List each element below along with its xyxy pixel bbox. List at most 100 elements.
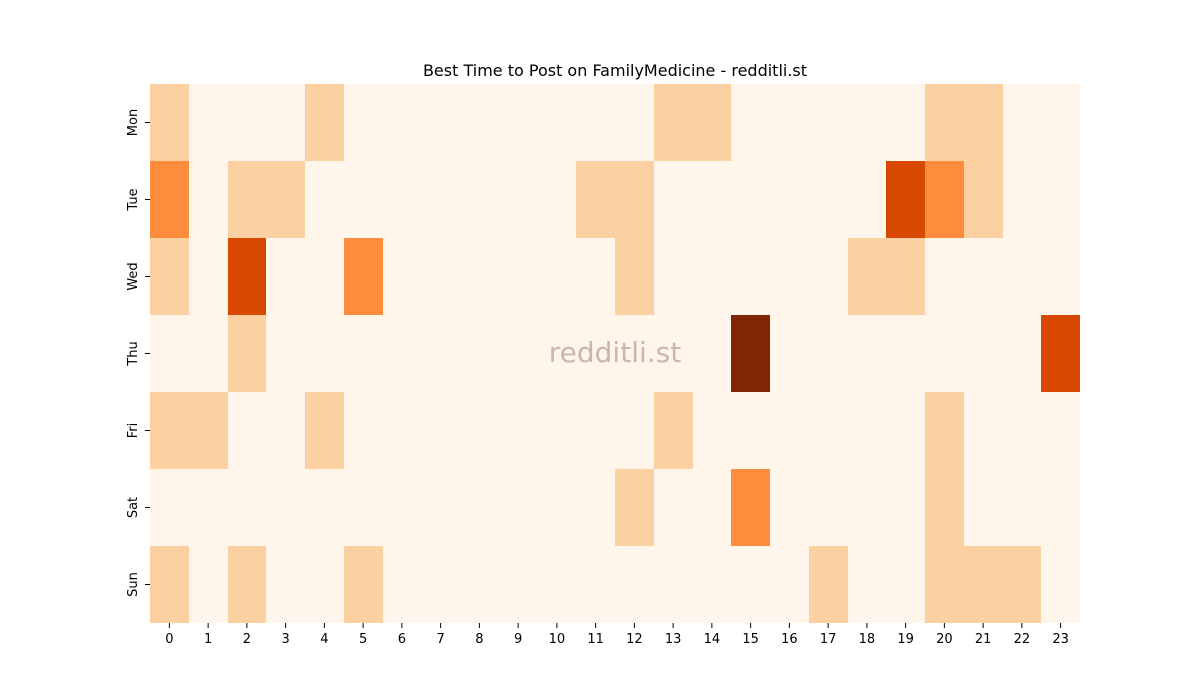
heatmap-cell-tue-17 <box>809 161 848 238</box>
x-tick-label-22: 22 <box>1014 632 1031 647</box>
heatmap-cell-wed-1 <box>189 238 228 315</box>
heatmap-cell-tue-9 <box>499 161 538 238</box>
heatmap-cell-tue-11 <box>576 161 615 238</box>
heatmap-cell-wed-16 <box>770 238 809 315</box>
watermark: redditli.st <box>549 336 681 369</box>
heatmap-cell-tue-5 <box>344 161 383 238</box>
x-tick-label-10: 10 <box>549 632 566 647</box>
heatmap-cell-thu-5 <box>344 315 383 392</box>
heatmap-cell-sat-16 <box>770 469 809 546</box>
heatmap-cell-sun-1 <box>189 546 228 623</box>
heatmap-cell-fri-9 <box>499 392 538 469</box>
heatmap-cell-sat-21 <box>964 469 1003 546</box>
heatmap-cell-thu-4 <box>305 315 344 392</box>
heatmap-cell-wed-12 <box>615 238 654 315</box>
x-tick-label-7: 7 <box>436 632 444 647</box>
heatmap-cell-tue-19 <box>886 161 925 238</box>
heatmap-cell-mon-13 <box>654 84 693 161</box>
heatmap-cell-sat-5 <box>344 469 383 546</box>
heatmap-cell-wed-22 <box>1003 238 1041 315</box>
heatmap-cell-tue-16 <box>770 161 809 238</box>
heatmap-cell-thu-23 <box>1041 315 1080 392</box>
x-tick-label-5: 5 <box>359 632 367 647</box>
heatmap-cell-mon-19 <box>886 84 925 161</box>
x-tick-label-23: 23 <box>1052 632 1069 647</box>
heatmap-cell-tue-2 <box>228 161 266 238</box>
heatmap-cell-mon-7 <box>421 84 460 161</box>
heatmap-cell-thu-20 <box>925 315 964 392</box>
heatmap-cell-sat-1 <box>189 469 228 546</box>
heatmap-cell-tue-23 <box>1041 161 1080 238</box>
heatmap-cell-sun-9 <box>499 546 538 623</box>
x-tick-label-12: 12 <box>626 632 643 647</box>
heatmap-cell-fri-22 <box>1003 392 1041 469</box>
x-tick-label-15: 15 <box>742 632 759 647</box>
heatmap-cell-tue-15 <box>731 161 770 238</box>
heatmap-cell-tue-8 <box>460 161 499 238</box>
heatmap-cell-fri-16 <box>770 392 809 469</box>
heatmap-cell-tue-18 <box>848 161 886 238</box>
x-tick-label-19: 19 <box>897 632 914 647</box>
heatmap-cell-sun-22 <box>1003 546 1041 623</box>
x-tick-label-18: 18 <box>859 632 876 647</box>
heatmap-cell-sat-3 <box>266 469 305 546</box>
heatmap-cell-fri-0 <box>150 392 189 469</box>
x-tick-label-6: 6 <box>398 632 406 647</box>
heatmap-cell-mon-8 <box>460 84 499 161</box>
heatmap-cell-tue-10 <box>538 161 576 238</box>
y-axis: Mon Tue Wed Thu Fri Sat Sun <box>126 109 150 597</box>
heatmap-cell-fri-6 <box>383 392 421 469</box>
heatmap-cell-sun-15 <box>731 546 770 623</box>
heatmap-cell-sat-14 <box>693 469 731 546</box>
heatmap-cell-wed-7 <box>421 238 460 315</box>
heatmap-cell-sat-23 <box>1041 469 1080 546</box>
heatmap-cell-fri-18 <box>848 392 886 469</box>
x-tick-label-4: 4 <box>320 632 328 647</box>
heatmap-cell-fri-14 <box>693 392 731 469</box>
y-tick-label-sun: Sun <box>126 572 141 597</box>
heatmap-cell-thu-1 <box>189 315 228 392</box>
heatmap-cell-wed-17 <box>809 238 848 315</box>
heatmap-cell-sun-8 <box>460 546 499 623</box>
heatmap-cell-thu-2 <box>228 315 266 392</box>
x-tick-label-1: 1 <box>204 632 212 647</box>
heatmap-cell-sun-11 <box>576 546 615 623</box>
heatmap-cell-fri-5 <box>344 392 383 469</box>
heatmap-cell-mon-16 <box>770 84 809 161</box>
x-tick-label-11: 11 <box>587 632 604 647</box>
heatmap-cell-thu-7 <box>421 315 460 392</box>
heatmap-cell-sun-19 <box>886 546 925 623</box>
heatmap-cell-tue-20 <box>925 161 964 238</box>
heatmap-cell-sun-6 <box>383 546 421 623</box>
heatmap-cell-mon-20 <box>925 84 964 161</box>
heatmap-cell-thu-22 <box>1003 315 1041 392</box>
x-tick-label-8: 8 <box>475 632 483 647</box>
heatmap-cell-sun-13 <box>654 546 693 623</box>
heatmap-cell-fri-7 <box>421 392 460 469</box>
heatmap-cell-fri-4 <box>305 392 344 469</box>
heatmap-cell-wed-13 <box>654 238 693 315</box>
heatmap-cell-sun-0 <box>150 546 189 623</box>
heatmap-cell-wed-8 <box>460 238 499 315</box>
heatmap-cell-mon-14 <box>693 84 731 161</box>
heatmap-cell-wed-11 <box>576 238 615 315</box>
heatmap-cell-thu-0 <box>150 315 189 392</box>
heatmap-cell-mon-21 <box>964 84 1003 161</box>
heatmap-cell-thu-17 <box>809 315 848 392</box>
heatmap-cell-tue-3 <box>266 161 305 238</box>
heatmap-cell-fri-15 <box>731 392 770 469</box>
heatmap-cell-mon-22 <box>1003 84 1041 161</box>
heatmap-cell-mon-9 <box>499 84 538 161</box>
heatmap-cell-tue-4 <box>305 161 344 238</box>
heatmap-cell-fri-21 <box>964 392 1003 469</box>
heatmap-cell-wed-5 <box>344 238 383 315</box>
heatmap-cell-sat-17 <box>809 469 848 546</box>
heatmap-cell-sun-4 <box>305 546 344 623</box>
heatmap-cell-wed-19 <box>886 238 925 315</box>
heatmap-cell-sat-10 <box>538 469 576 546</box>
heatmap-cell-fri-23 <box>1041 392 1080 469</box>
heatmap-cell-mon-5 <box>344 84 383 161</box>
heatmap-cell-thu-13 <box>654 315 693 392</box>
